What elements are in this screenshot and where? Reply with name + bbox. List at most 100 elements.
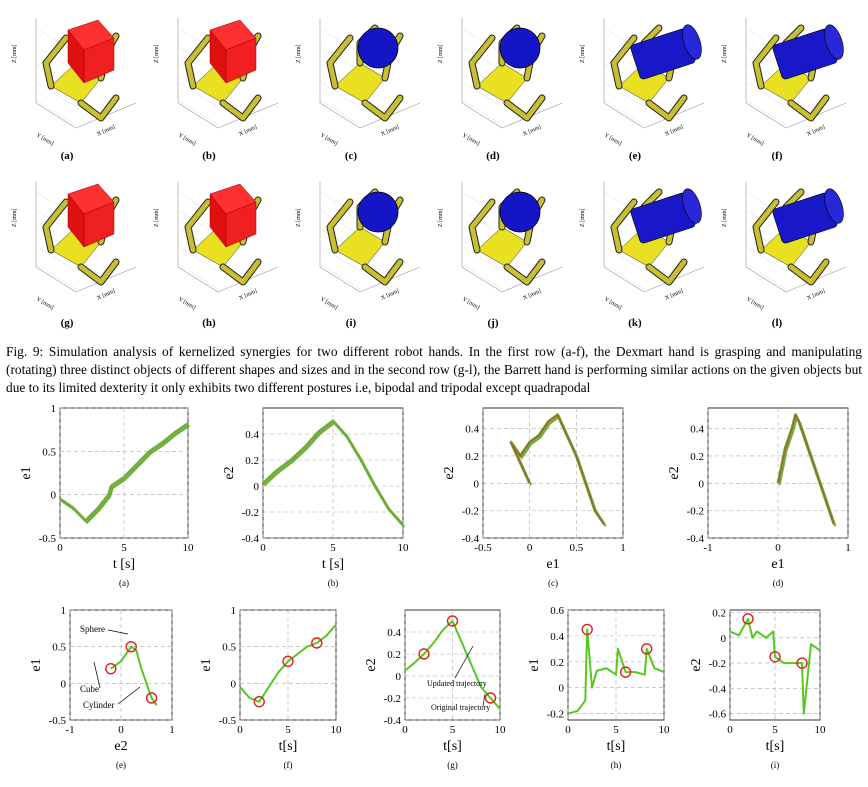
finger-segments	[362, 95, 403, 121]
grid-line	[461, 45, 503, 72]
grid-line	[319, 81, 361, 108]
finger-segments	[611, 35, 637, 89]
key-point-marker	[253, 695, 265, 708]
y-tick-label: 0.2	[550, 657, 564, 669]
hand-render-c: Z [mm] Y [mm] X [mm]	[296, 18, 421, 148]
grid-line	[603, 99, 645, 126]
y-tick-label: 0	[231, 678, 237, 690]
y-tick-label: 0	[61, 678, 67, 690]
y-tick-label: -0.4	[384, 715, 402, 727]
sphere-object	[499, 191, 541, 233]
hand-render-b: Z [mm] Y [mm] X [mm]	[154, 18, 279, 147]
grid-line	[35, 263, 77, 290]
y-tick-label: -0.2	[462, 506, 479, 518]
y-tick-label: -0.5	[39, 533, 57, 545]
y-tick-label: 0.2	[245, 455, 259, 467]
finger-segments	[504, 95, 545, 121]
finger-segments	[469, 35, 495, 89]
x-axis-label: X [mm]	[522, 124, 542, 138]
y-tick-label: 1	[61, 605, 67, 617]
x-tick-label: -1	[703, 542, 712, 554]
grid-line	[461, 81, 503, 108]
y-axis-label: Y [mm]	[461, 133, 480, 148]
finger-segments	[469, 199, 495, 253]
y-tick-label: 0.6	[550, 605, 564, 617]
y-tick-label: 0.2	[712, 608, 726, 620]
x-axis-label: e1	[546, 557, 559, 572]
y-tick-label: -0.2	[547, 709, 564, 721]
original-trajectory-annotation: Original trajectory	[431, 703, 490, 712]
sub-figure-label: (e)	[116, 760, 126, 770]
y-tick-label: 1	[231, 605, 237, 617]
key-point-marker	[418, 648, 430, 660]
panel-label-f: (f)	[771, 150, 783, 162]
x-tick-label: 5	[285, 724, 291, 736]
y-tick-label: 0.4	[550, 631, 564, 643]
y-tick-label: 0.2	[465, 451, 479, 463]
sub-figure-label: (b)	[328, 578, 339, 588]
plot-h: 0 5 10-0.200.20.40.6t[s]e1(h)	[527, 605, 670, 770]
hand-render-h: Z [mm] Y [mm] X [mm]	[154, 182, 279, 311]
x-tick-label: 10	[331, 724, 343, 736]
x-tick-label: 10	[815, 724, 827, 736]
axis-y-line	[745, 102, 787, 129]
y-tick-label: 0.4	[690, 424, 704, 436]
finger-segments	[43, 199, 69, 253]
y-tick-label: 0.2	[690, 451, 704, 463]
grid-line	[461, 99, 503, 126]
finger-segments	[43, 35, 69, 89]
key-point-marker	[105, 662, 117, 675]
y-tick-label: 0.4	[245, 429, 259, 441]
grid-line	[319, 245, 361, 272]
grid-line	[745, 81, 787, 108]
y-tick-label: 0	[699, 478, 705, 490]
cube-annotation: Cube	[80, 684, 99, 694]
finger-segments	[185, 35, 211, 89]
x-tick-label: 0	[727, 724, 733, 736]
y-axis-label: Y [mm]	[603, 297, 622, 312]
y-axis-label: Y [mm]	[319, 133, 338, 148]
data-line	[567, 628, 665, 715]
key-point-marker	[282, 655, 294, 668]
z-axis-label: Z [mm]	[296, 45, 302, 64]
grid-line	[177, 99, 219, 126]
x-axis-label: X [mm]	[238, 288, 258, 302]
axis-y-line	[177, 102, 219, 129]
sphere-object	[357, 191, 399, 233]
key-point-marker	[484, 692, 497, 704]
y-tick-label: -0.4	[462, 533, 480, 545]
x-tick-label: 5	[613, 724, 619, 736]
panel-label-d: (d)	[486, 150, 500, 162]
cylinder-cap	[682, 24, 702, 60]
x-tick-label: 5	[121, 542, 127, 554]
panel-label-l: (l)	[771, 317, 783, 329]
y-tick-label: 0	[721, 633, 727, 645]
y-axis-label: e1	[29, 658, 44, 671]
grid-line	[745, 99, 787, 126]
axis-y-line	[461, 102, 503, 129]
y-axis-label: Y [mm]	[745, 297, 764, 312]
hand-render-l: Z [mm] Y [mm] X [mm]	[722, 182, 847, 312]
panel-label-b: (b)	[202, 150, 216, 162]
axis-y-line	[603, 266, 645, 293]
y-tick-label: -0.5	[49, 715, 67, 727]
x-axis-label: t[s]	[607, 739, 626, 754]
x-tick-label: 0	[118, 724, 124, 736]
z-axis-label: Z [mm]	[722, 45, 728, 64]
plot-c: -0.5 0 0.5 1 -0.4 -0.2 0 0.2 0.4 e1 e2 (c)	[442, 407, 626, 588]
palm-shape	[334, 226, 386, 268]
finger-segments	[611, 199, 637, 253]
y-tick-label: -0.6	[709, 709, 727, 721]
x-axis-label: e2	[114, 739, 127, 754]
axis-y-line	[461, 266, 503, 293]
sub-figure-label: (c)	[548, 578, 558, 588]
plot-a: 0 5 10-0.500.51t [s]e1(a)	[19, 403, 194, 588]
y-axis-label: e2	[442, 466, 457, 479]
grid-line	[177, 245, 219, 272]
key-point-marker	[769, 651, 781, 663]
hand-render-j: Z [mm] Y [mm] X [mm]	[438, 182, 563, 311]
sphere-object	[499, 27, 541, 69]
y-tick-label: -0.2	[242, 507, 259, 519]
y-axis-label: e2	[689, 658, 704, 671]
y-tick-label: -0.4	[709, 683, 727, 695]
